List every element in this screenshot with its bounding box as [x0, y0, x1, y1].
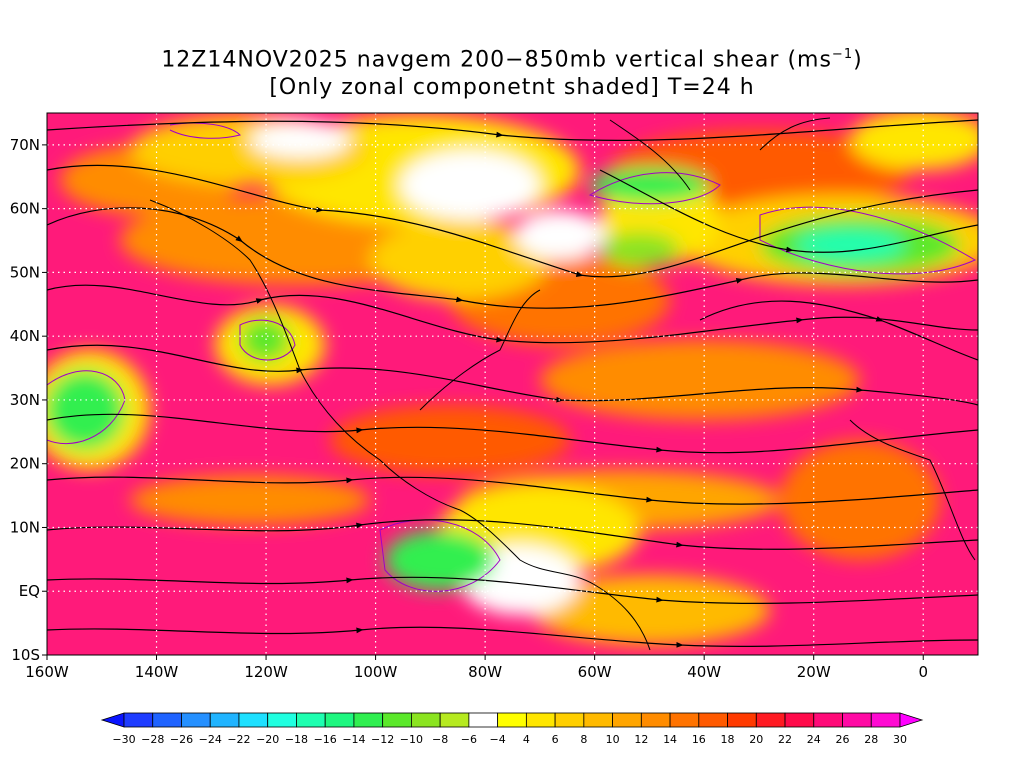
- colorbar-label: 14: [663, 733, 677, 746]
- lon-tick-label: 80W: [468, 663, 502, 681]
- colorbar-label: −18: [285, 733, 308, 746]
- lon-tick-label: 140W: [135, 663, 179, 681]
- longitude-axis: 160W 140W 120W 100W 80W 60W 40W 20W 0: [25, 655, 928, 681]
- colorbar-swatch: [468, 712, 499, 728]
- colorbar-label: −30: [112, 733, 135, 746]
- streamlines: [47, 119, 978, 648]
- colorbar-swatch: [353, 712, 384, 728]
- colorbar-swatch: [784, 712, 815, 728]
- lon-tick-label: 0: [918, 663, 928, 681]
- colorbar-swatch: [583, 712, 613, 728]
- map-frame: [46, 112, 979, 656]
- colorbar-label: −16: [314, 733, 337, 746]
- colorbar-min-triangle: [100, 712, 125, 728]
- colorbar-swatch: [842, 712, 872, 728]
- colorbar-swatch: [813, 712, 843, 728]
- lat-lon-grid: [47, 113, 978, 655]
- colorbar-label: 20: [749, 733, 763, 746]
- title-superscript: −1: [831, 47, 854, 62]
- lon-tick-label: 40W: [687, 663, 721, 681]
- chart-title-line1: 12Z14NOV2025 navgem 200−850mb vertical s…: [0, 47, 1024, 72]
- lon-tick-label: 100W: [354, 663, 398, 681]
- colorbar-label: −28: [141, 733, 164, 746]
- lon-tick-label: 160W: [25, 663, 69, 681]
- colorbar-label: −20: [256, 733, 279, 746]
- colorbar-swatch: [411, 712, 441, 728]
- colorbar-label: −26: [170, 733, 193, 746]
- colorbar-swatch: [755, 712, 786, 728]
- colorbar-label: −24: [199, 733, 222, 746]
- lon-tick-label: 120W: [244, 663, 288, 681]
- lat-tick-label: 40N: [10, 327, 40, 345]
- lat-tick-label: 10N: [10, 518, 40, 536]
- colorbar-label: −6: [461, 733, 477, 746]
- colorbar-label: 10: [606, 733, 620, 746]
- colorbar-swatch: [698, 712, 728, 728]
- shear-shading: [47, 113, 978, 655]
- title-main: 12Z14NOV2025 navgem 200−850mb vertical s…: [161, 47, 832, 73]
- colorbar-swatch: [612, 712, 642, 728]
- lat-tick-label: 20N: [10, 455, 40, 473]
- colorbar-swatch: [209, 712, 240, 728]
- colorbar-label: 16: [692, 733, 706, 746]
- lat-tick-label: EQ: [19, 582, 40, 600]
- lat-tick-label: 30N: [10, 391, 40, 409]
- colorbar-swatch: [382, 712, 412, 728]
- colorbar-label: −8: [432, 733, 448, 746]
- colorbar-swatch: [123, 712, 154, 728]
- colorbar-swatch: [640, 712, 671, 728]
- colorbar-swatch: [497, 712, 527, 728]
- colorbar-label: 12: [634, 733, 648, 746]
- colorbar-label: 26: [836, 733, 850, 746]
- colorbar-swatch: [152, 712, 182, 728]
- latitude-axis: 70N 60N 50N 40N 30N 20N 10N EQ 10S: [10, 136, 47, 664]
- colorbar-label: 22: [778, 733, 792, 746]
- colorbar-swatch: [554, 712, 585, 728]
- colorbar-label: −12: [371, 733, 394, 746]
- colorbar-swatch: [296, 712, 326, 728]
- colorbar-swatch: [324, 712, 355, 728]
- title-end: ): [853, 47, 863, 73]
- lon-tick-label: 20W: [797, 663, 831, 681]
- lat-tick-label: 70N: [10, 136, 40, 154]
- lat-tick-label: 50N: [10, 263, 40, 281]
- colorbar-swatch: [669, 712, 700, 728]
- colorbar-swatch: [727, 712, 757, 728]
- colorbar-label: −4: [490, 733, 506, 746]
- colorbar-label: −22: [227, 733, 250, 746]
- colorbar-max-triangle: [899, 712, 924, 728]
- colorbar-label: 6: [552, 733, 559, 746]
- colorbar-label: −10: [400, 733, 423, 746]
- colorbar-label: 24: [807, 733, 821, 746]
- colorbar-label: 28: [864, 733, 878, 746]
- colorbar-label: 18: [721, 733, 735, 746]
- colorbar-label: −14: [342, 733, 365, 746]
- lat-tick-label: 10S: [11, 646, 40, 664]
- colorbar-label: 4: [523, 733, 530, 746]
- colorbar-swatch: [238, 712, 269, 728]
- chart-title-line2: [Only zonal componetnt shaded] T=24 h: [269, 75, 755, 100]
- lon-tick-label: 60W: [578, 663, 612, 681]
- colorbar-swatch: [525, 712, 556, 728]
- colorbar-label: 8: [580, 733, 587, 746]
- colorbar: −30 −28 −26 −24 −22 −20 −18 −16 −14 −12 −10 −8 −6 −4 4…: [100, 712, 924, 746]
- lat-tick-label: 60N: [10, 200, 40, 218]
- colorbar-label: 30: [893, 733, 907, 746]
- colorbar-swatch: [439, 712, 470, 728]
- colorbar-swatch: [267, 712, 297, 728]
- colorbar-swatch: [870, 712, 901, 728]
- colorbar-swatch: [181, 712, 211, 728]
